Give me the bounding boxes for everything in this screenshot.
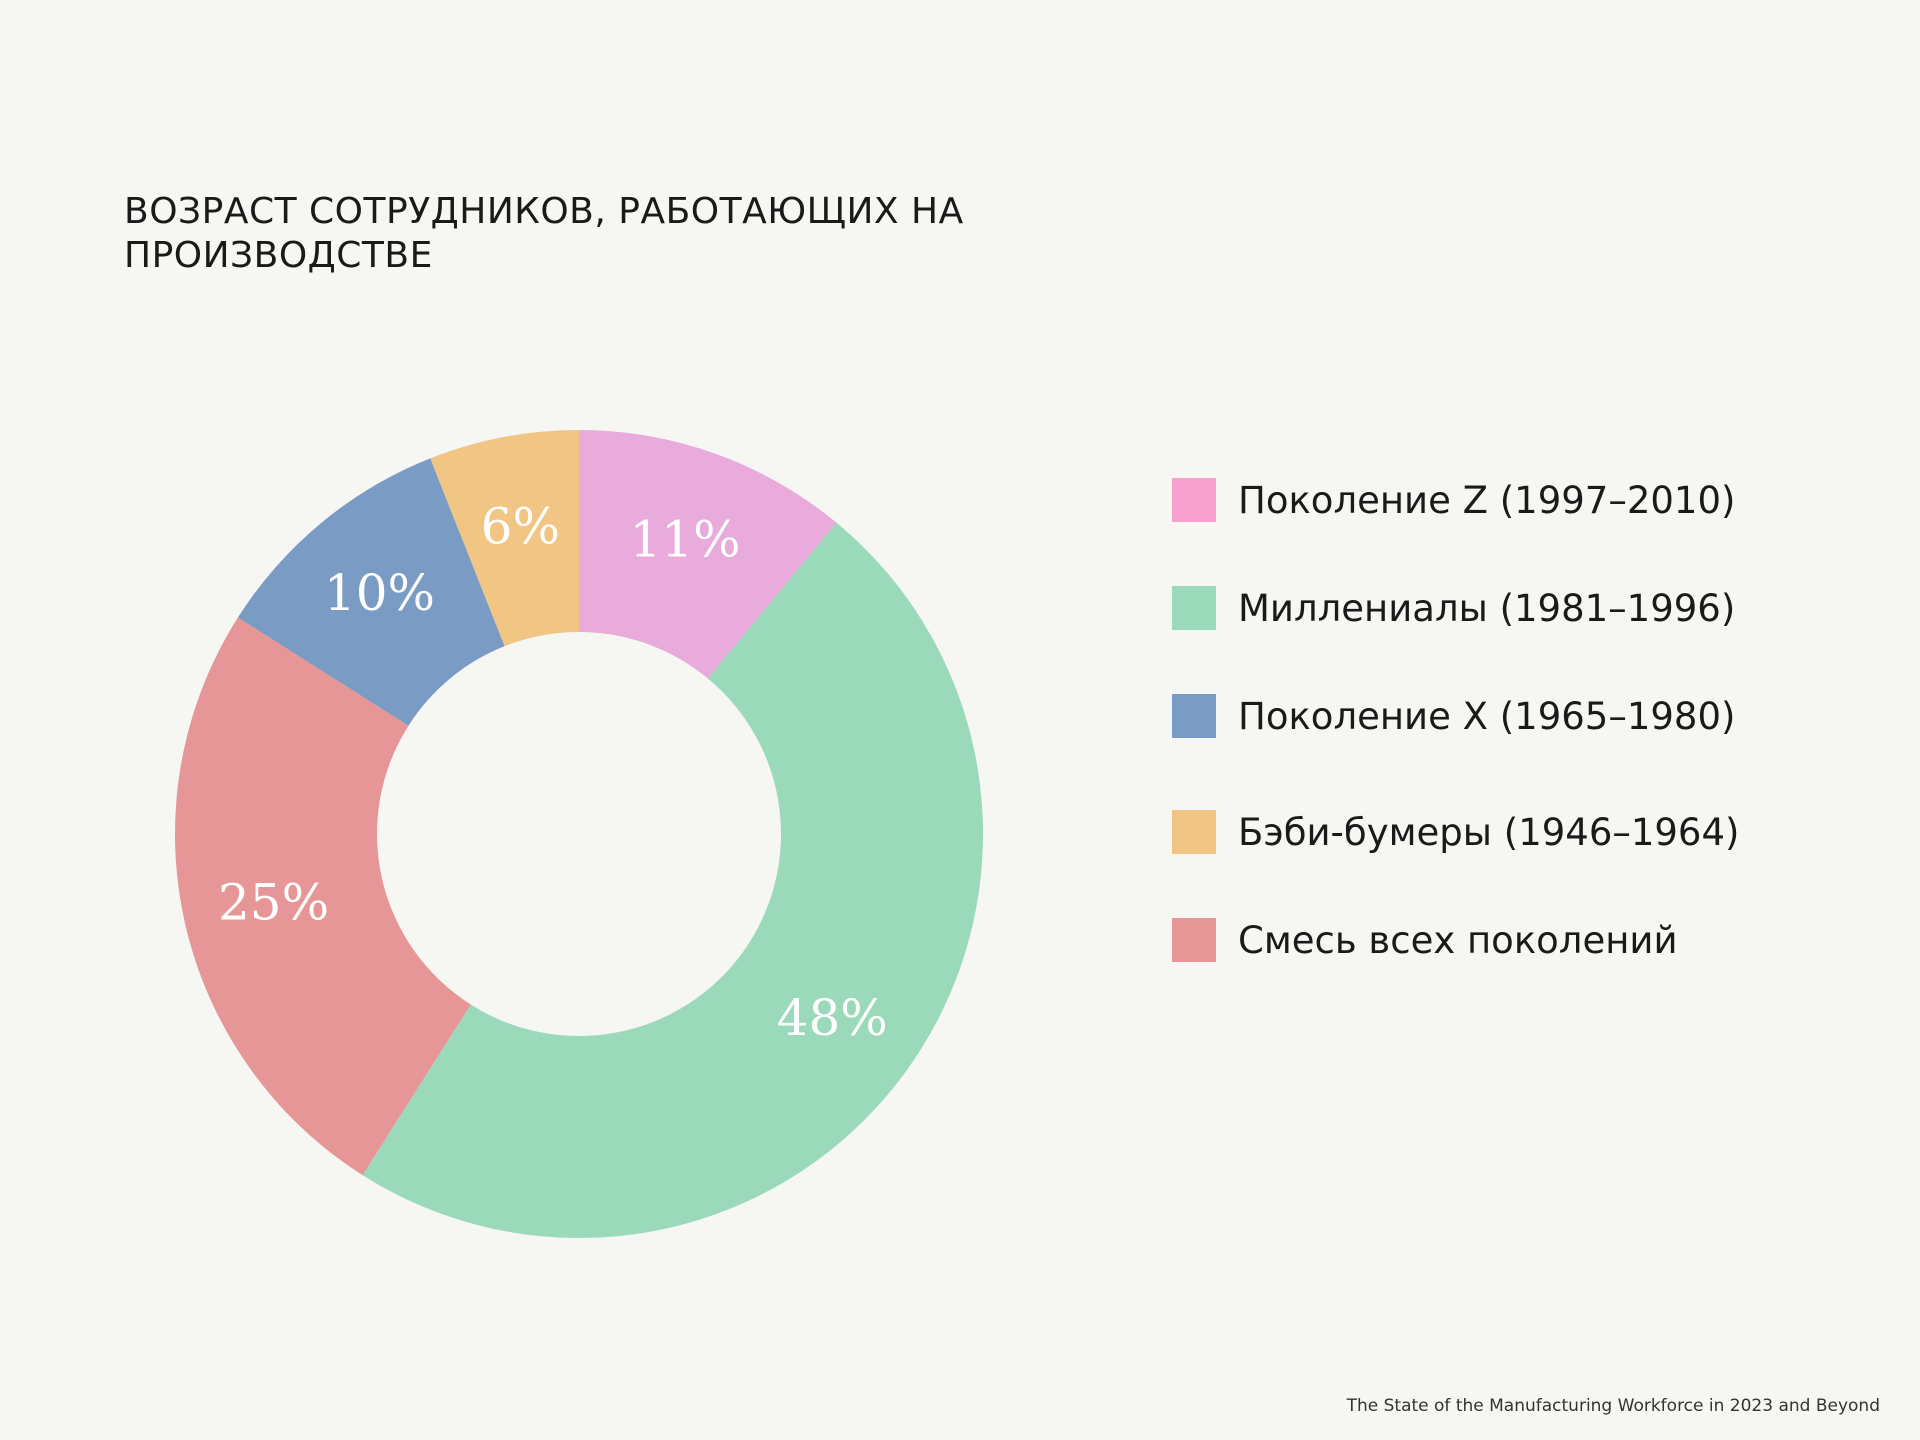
legend-item-millennials: Миллениалы (1981–1996) [1172,586,1739,630]
donut-slice [237,458,505,726]
legend-label: Поколение Z (1997–2010) [1238,478,1736,522]
legend-swatch [1172,810,1216,854]
legend-item-boomers: Бэби-бумеры (1946–1964) [1172,810,1739,854]
donut-slice [579,430,837,679]
legend-swatch [1172,694,1216,738]
donut-slice [362,522,984,1239]
slice-value-label: 48% [777,989,888,1047]
donut-slice [430,430,579,647]
legend-swatch [1172,918,1216,962]
slice-value-label: 10% [324,564,435,622]
legend-label: Миллениалы (1981–1996) [1238,586,1736,630]
legend: Поколение Z (1997–2010) Миллениалы (1981… [1172,478,1739,1026]
donut-slices [175,430,984,1239]
legend-item-gen-z: Поколение Z (1997–2010) [1172,478,1739,522]
legend-label: Поколение X (1965–1980) [1238,694,1736,738]
legend-label: Бэби-бумеры (1946–1964) [1238,810,1740,854]
slice-value-label: 25% [218,873,329,931]
legend-item-mixed: Смесь всех поколений [1172,918,1739,962]
donut-slice [175,617,471,1176]
source-caption: The State of the Manufacturing Workforce… [1346,1396,1880,1416]
slice-value-label: 11% [629,511,740,569]
slice-value-label: 6% [481,498,560,556]
chart-title: ВОЗРАСТ СОТРУДНИКОВ, РАБОТАЮЩИХ НА ПРОИЗ… [124,191,964,276]
legend-swatch [1172,586,1216,630]
legend-swatch [1172,478,1216,522]
donut-labels: 11% 48% 25% 10% 6% [218,498,888,1047]
legend-item-gen-x: Поколение X (1965–1980) [1172,694,1739,738]
legend-label: Смесь всех поколений [1238,918,1678,962]
